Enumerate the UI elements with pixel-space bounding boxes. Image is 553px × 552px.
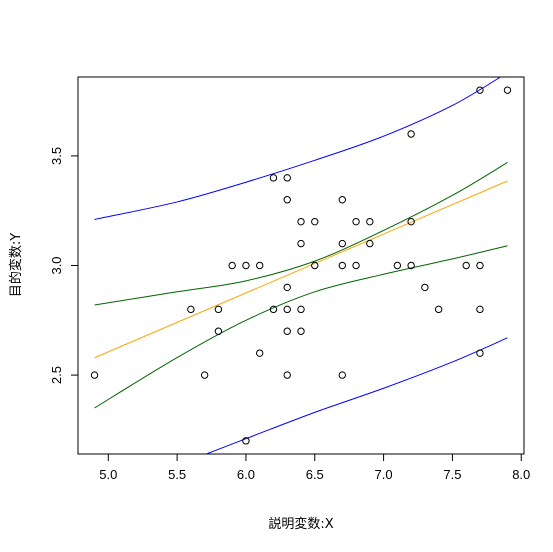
data-point: [297, 239, 305, 248]
data-point: [228, 261, 236, 270]
data-points: [90, 86, 512, 445]
data-point: [352, 217, 360, 226]
data-point: [283, 305, 291, 314]
data-point: [297, 305, 305, 314]
data-point: [283, 327, 291, 335]
y-axis: 2.5 3.0 3.5: [49, 147, 79, 384]
x-tick-label: 6.0: [237, 467, 255, 482]
y-axis-label: 目的変数:Y: [8, 233, 24, 297]
data-point: [338, 261, 346, 270]
data-point: [352, 261, 360, 270]
confidence-band-lower: [94, 245, 508, 409]
data-point: [421, 283, 429, 292]
data-point: [283, 283, 291, 292]
band-lines: [94, 77, 508, 454]
data-point: [462, 261, 470, 270]
data-point: [338, 371, 346, 379]
data-point: [503, 86, 512, 94]
x-tick-label: 6.5: [306, 467, 324, 482]
y-tick-label: 2.5: [49, 366, 64, 384]
confidence-band-upper: [94, 162, 508, 306]
x-tick-label: 5.5: [168, 467, 186, 482]
data-point: [366, 239, 374, 248]
y-tick-label: 3.5: [49, 147, 64, 165]
data-point: [187, 305, 195, 314]
data-point: [407, 261, 415, 270]
data-point: [297, 217, 305, 226]
data-point: [214, 327, 223, 335]
data-point: [366, 217, 374, 226]
x-axis: 5.0 5.5 6.0 6.5 7.0 7.5 8.0: [99, 453, 530, 482]
data-point: [311, 261, 319, 270]
x-axis-label: 説明変数:X: [268, 516, 333, 532]
data-point: [283, 174, 291, 182]
data-point: [393, 261, 402, 270]
data-point: [242, 261, 250, 270]
data-point: [311, 217, 319, 226]
data-point: [90, 371, 99, 379]
data-point: [214, 305, 223, 314]
data-point: [476, 349, 484, 357]
data-point: [283, 371, 291, 379]
regression-line-group: [94, 180, 508, 359]
x-tick-label: 7.0: [375, 467, 393, 482]
x-tick-label: 5.0: [99, 467, 117, 482]
data-point: [269, 305, 278, 314]
prediction-band-lower: [204, 337, 508, 454]
data-point: [476, 86, 484, 94]
data-point: [476, 305, 484, 314]
data-point: [269, 174, 278, 182]
prediction-band-upper: [94, 77, 502, 220]
x-tick-label: 8.0: [512, 467, 530, 482]
data-point: [476, 261, 484, 270]
data-point: [338, 239, 346, 248]
data-point: [256, 261, 264, 270]
data-point: [200, 371, 209, 379]
data-point: [407, 130, 415, 138]
regression-line: [94, 180, 508, 359]
y-tick-label: 3.0: [49, 256, 64, 274]
data-point: [283, 196, 291, 204]
data-point: [297, 327, 305, 335]
data-point: [256, 349, 264, 357]
x-tick-label: 7.5: [443, 467, 461, 482]
data-point: [338, 196, 346, 204]
data-point: [242, 437, 250, 445]
data-point: [434, 305, 443, 314]
data-point: [407, 217, 415, 226]
